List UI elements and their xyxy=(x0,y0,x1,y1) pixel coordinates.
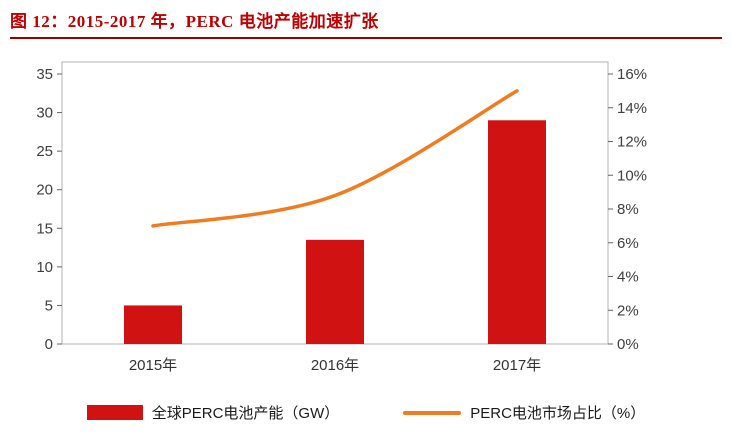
right-axis-tick-label: 8% xyxy=(617,201,639,218)
left-axis-tick-label: 10 xyxy=(36,259,53,276)
figure-title: 图 12：2015-2017 年，PERC 电池产能加速扩张 xyxy=(10,12,379,31)
legend: 全球PERC电池产能（GW） PERC电池市场占比（%） xyxy=(0,402,732,423)
left-axis-tick-label: 15 xyxy=(36,220,53,237)
right-axis-tick-label: 0% xyxy=(617,336,639,353)
title-underline xyxy=(10,37,722,39)
right-axis-tick-label: 14% xyxy=(617,100,647,117)
legend-label-share: PERC电池市场占比（%） xyxy=(470,405,646,422)
capacity-bar xyxy=(488,120,546,345)
line-swatch-icon xyxy=(403,410,462,415)
legend-label-capacity: 全球PERC电池产能（GW） xyxy=(151,405,340,422)
left-axis-tick-label: 35 xyxy=(36,66,53,83)
right-axis-tick-label: 10% xyxy=(617,167,647,184)
left-axis-tick-label: 0 xyxy=(45,336,53,353)
left-axis-tick-label: 30 xyxy=(36,105,53,122)
legend-item-share: PERC电池市场占比（%） xyxy=(403,402,645,423)
left-axis-tick-label: 5 xyxy=(45,297,53,314)
legend-item-capacity: 全球PERC电池产能（GW） xyxy=(86,402,340,423)
bar-swatch-icon xyxy=(86,405,143,420)
right-axis-tick-label: 2% xyxy=(617,302,639,319)
left-axis-tick-label: 25 xyxy=(36,143,53,160)
capacity-bar xyxy=(306,239,364,344)
right-axis-tick-label: 16% xyxy=(617,66,647,83)
capacity-bar xyxy=(124,305,182,344)
x-axis-label: 2016年 xyxy=(311,357,359,374)
right-axis-tick-label: 6% xyxy=(617,235,639,252)
left-axis-tick-label: 20 xyxy=(36,182,53,199)
bar-line-chart: 0 5 10 15 20 25 30 35 0% 2% 4% 6% 8% 10% 12% 14% 16% 2015… xyxy=(36,61,647,374)
share-line xyxy=(151,89,519,228)
chart-area: 0 5 10 15 20 25 30 35 0% 2% 4% 6% 8% 10% 12% 14% 16% 2015… xyxy=(0,44,732,396)
x-axis-label: 2015年 xyxy=(129,357,177,374)
x-axis-label: 2017年 xyxy=(493,357,541,374)
right-axis-tick-label: 4% xyxy=(617,269,639,286)
figure-header: 图 12：2015-2017 年，PERC 电池产能加速扩张 xyxy=(0,0,732,32)
right-axis-tick-label: 12% xyxy=(617,134,647,151)
